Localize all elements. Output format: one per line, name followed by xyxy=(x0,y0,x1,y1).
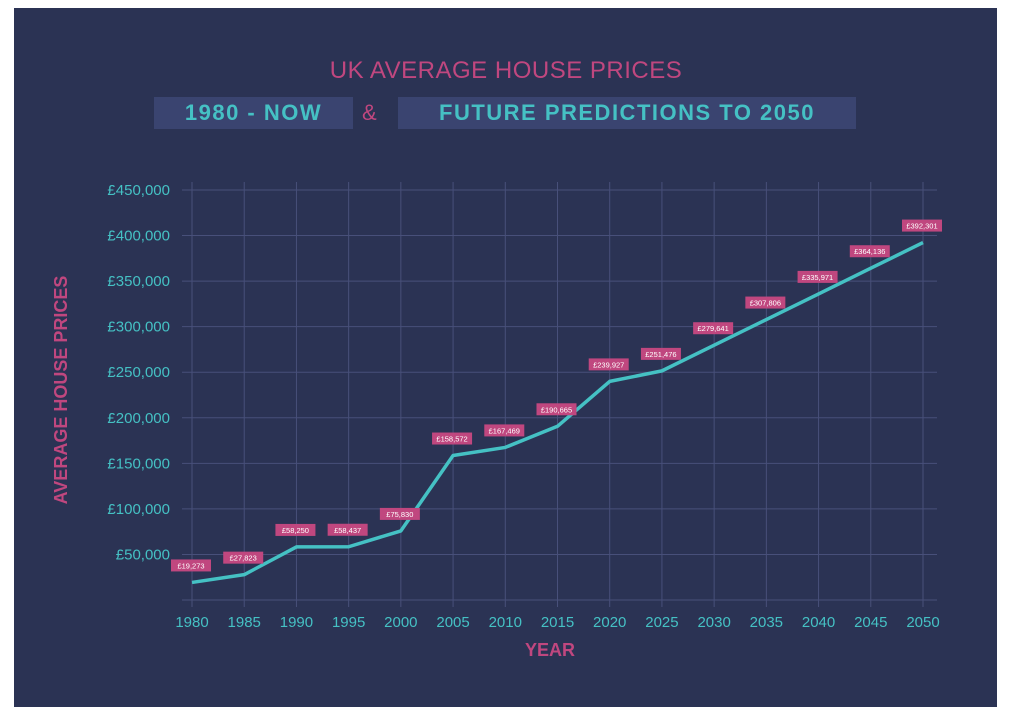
data-label: £251,476 xyxy=(640,347,681,360)
data-label: £335,971 xyxy=(797,270,838,283)
subtitle-history: 1980 - NOW xyxy=(154,97,353,129)
data-label-text: £58,250 xyxy=(282,526,309,535)
data-label: £167,469 xyxy=(484,424,525,437)
data-label-text: £239,927 xyxy=(593,360,624,369)
x-tick-label: 1995 xyxy=(332,614,365,631)
data-label-text: £158,572 xyxy=(436,435,467,444)
data-label-bg xyxy=(484,424,525,437)
y-tick-label: £250,000 xyxy=(107,364,170,381)
data-labels: £19,273 £27,823 £58,250 £58,437 £75,830 £158,… xyxy=(171,219,942,572)
data-label-text: £190,665 xyxy=(541,405,572,414)
x-tick-label: 2050 xyxy=(906,614,939,631)
data-label: £158,572 xyxy=(432,432,473,445)
subtitle-predictions: FUTURE PREDICTIONS TO 2050 xyxy=(398,97,856,129)
x-tick-label: 2030 xyxy=(697,614,730,631)
data-label-text: £251,476 xyxy=(645,350,676,359)
x-tick-label: 2000 xyxy=(384,614,417,631)
data-label-text: £167,469 xyxy=(489,426,520,435)
y-axis-ticks: £50,000 £100,000 £150,000 £200,000 £250,000 £… xyxy=(107,182,170,563)
y-tick-label: £400,000 xyxy=(107,228,170,245)
data-label-text: £307,806 xyxy=(750,299,781,308)
y-tick-label: £300,000 xyxy=(107,319,170,336)
data-label-text: £279,641 xyxy=(697,324,728,333)
data-label-text: £392,301 xyxy=(906,222,937,231)
data-label: £19,273 xyxy=(171,559,211,572)
x-tick-label: 2025 xyxy=(645,614,678,631)
data-label-bg xyxy=(327,523,368,536)
y-tick-label: £200,000 xyxy=(107,410,170,427)
x-tick-label: 1985 xyxy=(228,614,261,631)
data-label: £392,301 xyxy=(902,219,942,232)
y-tick-label: £50,000 xyxy=(116,546,170,563)
x-tick-label: 1980 xyxy=(175,614,208,631)
y-tick-label: £100,000 xyxy=(107,501,170,518)
series-house-prices xyxy=(191,240,924,585)
data-label-text: £75,830 xyxy=(386,510,413,519)
data-label: £58,437 xyxy=(327,523,368,536)
data-label: £307,806 xyxy=(745,296,786,309)
x-tick-label: 2020 xyxy=(593,614,626,631)
x-tick-label: 2045 xyxy=(854,614,887,631)
y-axis-label: AVERAGE HOUSE PRICES xyxy=(51,276,71,505)
series-line xyxy=(191,240,924,585)
data-label-bg xyxy=(640,347,681,360)
x-tick-label: 2010 xyxy=(489,614,522,631)
data-label-bg xyxy=(275,523,316,536)
chart-title: UK AVERAGE HOUSE PRICES xyxy=(329,57,683,84)
grid xyxy=(182,182,937,607)
subtitle-ampersand: & xyxy=(362,100,377,125)
data-label-bg xyxy=(379,507,420,520)
data-label: £239,927 xyxy=(588,358,629,371)
data-label-bg xyxy=(536,403,577,416)
data-label-bg xyxy=(849,245,890,258)
data-label: £27,823 xyxy=(223,551,264,564)
y-tick-label: £350,000 xyxy=(107,273,170,290)
x-tick-label: 2005 xyxy=(436,614,469,631)
data-label-text: £335,971 xyxy=(802,273,833,282)
x-axis-label: YEAR xyxy=(525,640,575,660)
data-label: £190,665 xyxy=(536,403,577,416)
data-label-bg xyxy=(171,559,211,572)
data-label-bg xyxy=(223,551,264,564)
data-label-text: £364,136 xyxy=(854,247,885,256)
data-label: £58,250 xyxy=(275,523,316,536)
data-label-text: £27,823 xyxy=(230,554,257,563)
data-label: £75,830 xyxy=(379,507,420,520)
data-label-bg xyxy=(693,322,734,335)
x-tick-label: 2040 xyxy=(802,614,835,631)
data-label-text: £58,437 xyxy=(334,526,361,535)
y-tick-label: £150,000 xyxy=(107,455,170,472)
data-label-bg xyxy=(745,296,786,309)
data-label-bg xyxy=(902,219,942,232)
x-tick-label: 1990 xyxy=(280,614,313,631)
y-tick-label: £450,000 xyxy=(107,182,170,199)
x-axis-ticks: 1980 1985 1990 1995 2000 2005 2010 2015 2020 2025… xyxy=(175,614,939,631)
data-label-bg xyxy=(588,358,629,371)
data-label: £279,641 xyxy=(693,322,734,335)
x-tick-label: 2035 xyxy=(750,614,783,631)
data-label-text: £19,273 xyxy=(177,561,204,570)
data-label: £364,136 xyxy=(849,245,890,258)
x-tick-label: 2015 xyxy=(541,614,574,631)
data-label-bg xyxy=(797,270,838,283)
data-label-bg xyxy=(432,432,473,445)
